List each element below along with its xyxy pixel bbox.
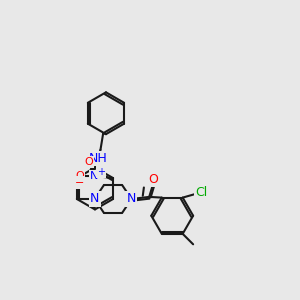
Text: NH: NH (88, 152, 107, 165)
Text: Cl: Cl (196, 186, 208, 199)
Text: N: N (90, 171, 98, 181)
Text: −: − (75, 178, 84, 188)
Text: N: N (90, 193, 99, 206)
Text: N: N (127, 193, 136, 206)
Text: O: O (84, 158, 93, 167)
Text: O: O (149, 173, 159, 186)
Text: O: O (75, 171, 84, 181)
Text: +: + (97, 167, 105, 177)
